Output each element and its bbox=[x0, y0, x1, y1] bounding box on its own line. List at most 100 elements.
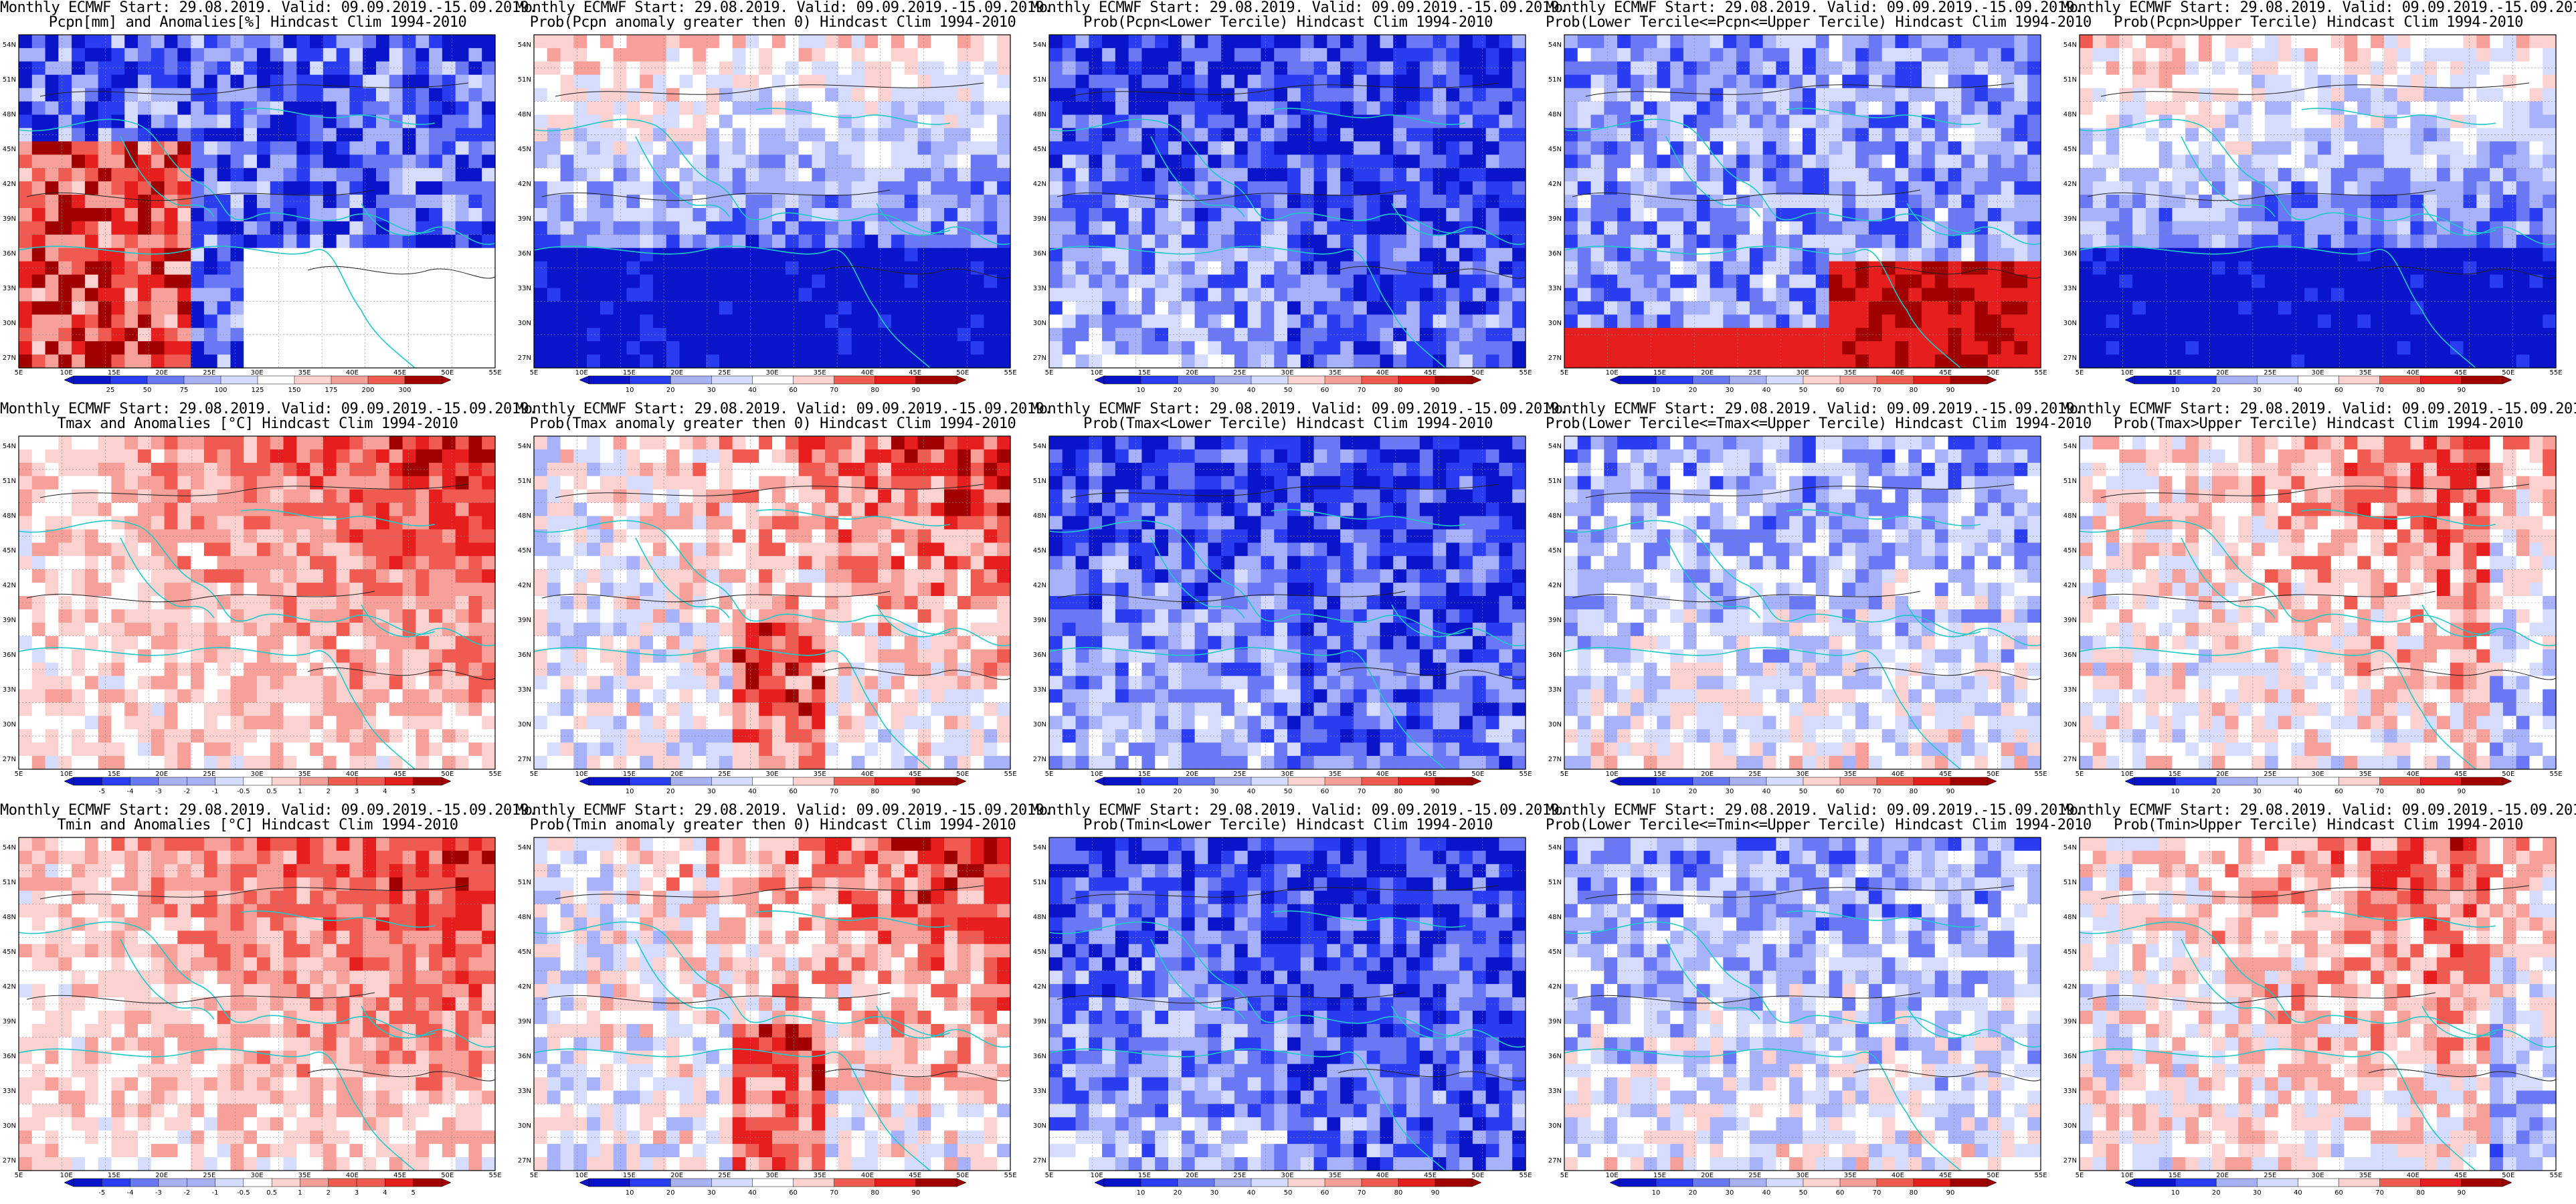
field-cell bbox=[1908, 328, 1922, 342]
field-cell bbox=[1406, 61, 1420, 76]
field-cell bbox=[58, 234, 72, 249]
field-cell bbox=[244, 247, 258, 262]
field-cell bbox=[573, 61, 587, 76]
field-cell bbox=[84, 341, 99, 355]
field-cell bbox=[336, 141, 351, 155]
field-cell bbox=[666, 47, 680, 62]
latitude-label: 48N bbox=[3, 111, 16, 118]
field-cell bbox=[2357, 221, 2371, 235]
field-cell bbox=[891, 168, 905, 182]
field-cell bbox=[2463, 247, 2477, 262]
field-cell bbox=[798, 355, 812, 369]
field-cell bbox=[58, 301, 72, 315]
field-cell bbox=[1789, 155, 1803, 169]
field-cell bbox=[1393, 181, 1407, 195]
field-cell bbox=[2529, 168, 2543, 182]
field-cell bbox=[389, 88, 403, 102]
field-cell bbox=[72, 168, 86, 182]
field-cell bbox=[1393, 74, 1407, 89]
field-cell bbox=[2383, 88, 2398, 102]
field-cell bbox=[997, 195, 1011, 209]
field-cell bbox=[2344, 247, 2358, 262]
field-cell bbox=[1181, 114, 1196, 129]
field-cell bbox=[1803, 141, 1817, 155]
field-cell bbox=[547, 234, 561, 249]
field-cell bbox=[455, 221, 470, 235]
field-cell bbox=[613, 274, 628, 289]
field-cell bbox=[1446, 61, 1460, 76]
field-cell bbox=[2014, 301, 2028, 315]
field-cell bbox=[1340, 35, 1354, 49]
field-cell bbox=[984, 47, 998, 62]
field-cell bbox=[244, 114, 258, 129]
field-cell bbox=[1062, 181, 1077, 195]
field-cell bbox=[1194, 234, 1208, 249]
field-cell bbox=[2516, 247, 2531, 262]
field-cell bbox=[2185, 168, 2199, 182]
field-cell bbox=[1208, 221, 1222, 235]
field-cell bbox=[1208, 301, 1222, 315]
field-cell bbox=[1736, 355, 1750, 369]
field-cell bbox=[124, 114, 139, 129]
field-cell bbox=[1353, 221, 1368, 235]
colorbar-segment bbox=[147, 375, 185, 385]
field-cell bbox=[72, 436, 86, 450]
field-cell bbox=[389, 207, 403, 222]
field-cell bbox=[1472, 88, 1487, 102]
field-cell bbox=[719, 221, 733, 235]
field-cell bbox=[666, 114, 680, 129]
field-cell bbox=[1313, 155, 1327, 169]
field-cell bbox=[745, 234, 759, 249]
field-cell bbox=[124, 314, 139, 328]
field-cell bbox=[917, 35, 931, 49]
field-cell bbox=[2529, 181, 2543, 195]
field-cell bbox=[1115, 88, 1129, 102]
field-cell bbox=[58, 341, 72, 355]
field-cell bbox=[2132, 114, 2146, 129]
field-cell bbox=[283, 168, 297, 182]
field-cell bbox=[917, 234, 931, 249]
field-cell bbox=[177, 328, 191, 342]
field-cell bbox=[719, 181, 733, 195]
field-cell bbox=[1987, 314, 2002, 328]
field-cell bbox=[111, 449, 125, 464]
field-cell bbox=[1736, 181, 1750, 195]
field-cell bbox=[349, 195, 363, 209]
field-cell bbox=[2357, 35, 2371, 49]
field-cell bbox=[1406, 47, 1420, 62]
field-cell bbox=[812, 141, 826, 155]
field-cell bbox=[772, 355, 786, 369]
field-cell bbox=[1617, 155, 1631, 169]
field-cell bbox=[891, 114, 905, 129]
field-cell bbox=[1115, 234, 1129, 249]
field-cell bbox=[2423, 181, 2437, 195]
field-cell bbox=[1948, 141, 1962, 155]
colorbar-segment bbox=[2257, 375, 2299, 385]
field-cell bbox=[455, 168, 470, 182]
field-cell bbox=[2132, 274, 2146, 289]
field-cell bbox=[1683, 341, 1697, 355]
field-cell bbox=[560, 74, 574, 89]
field-cell bbox=[1433, 114, 1447, 129]
field-cell bbox=[124, 128, 139, 142]
field-cell bbox=[283, 288, 297, 302]
field-cell bbox=[2251, 88, 2266, 102]
longitude-label: 20E bbox=[1186, 369, 1198, 375]
field-cell bbox=[931, 301, 945, 315]
field-cell bbox=[1842, 168, 1856, 182]
field-cell bbox=[2490, 114, 2504, 129]
field-cell bbox=[1300, 101, 1315, 116]
field-cell bbox=[1617, 61, 1631, 76]
field-cell bbox=[2119, 61, 2133, 76]
field-cell bbox=[706, 355, 720, 369]
field-cell bbox=[191, 301, 205, 315]
field-cell bbox=[1683, 88, 1697, 102]
field-cell bbox=[653, 261, 667, 276]
field-cell bbox=[851, 101, 866, 116]
field-cell bbox=[706, 141, 720, 155]
field-cell bbox=[1340, 355, 1354, 369]
field-cell bbox=[1419, 234, 1434, 249]
field-cell bbox=[1670, 221, 1684, 235]
field-cell bbox=[1313, 141, 1327, 155]
field-cell bbox=[1643, 261, 1658, 276]
